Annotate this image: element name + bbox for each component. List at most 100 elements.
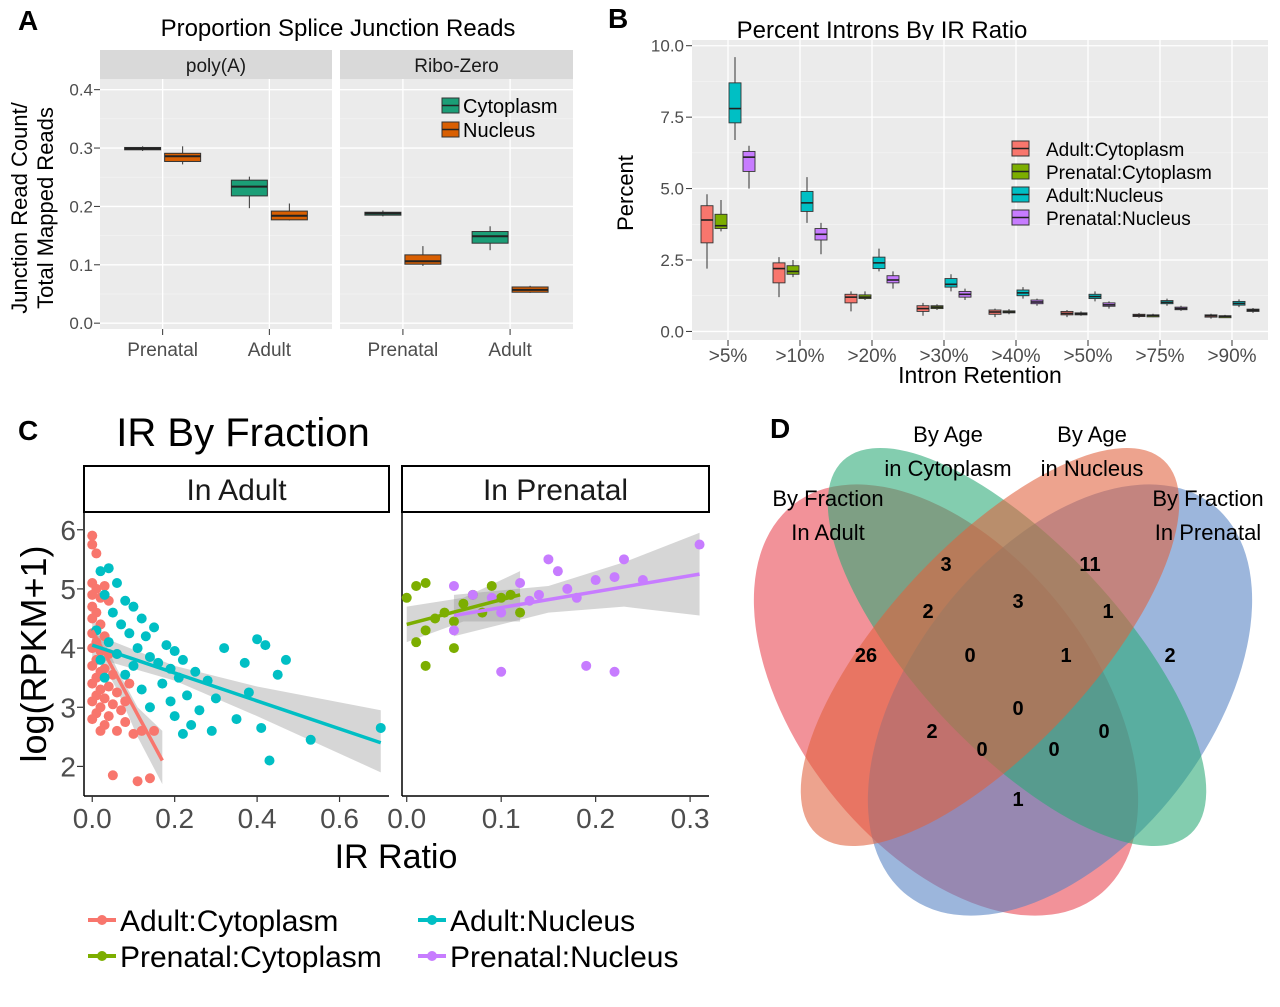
scatter-point [87,530,98,541]
scatter-point [95,725,106,736]
box [786,265,800,275]
scatter-point [144,702,155,713]
y-tick-label: 5.0 [660,180,684,199]
scatter-point [177,654,188,665]
x-tick-label: 0.6 [320,803,359,834]
scatter-point [420,660,431,671]
panel-b: Percent Introns By IR Ratio 0.0 2.5 5.0 7.5 1… [613,17,1268,388]
scatter-point [190,666,201,677]
legend-label: Prenatal:Nucleus [1046,209,1191,230]
box [230,179,268,197]
scatter-point [210,693,221,704]
venn-set [800,447,1180,847]
scatter-point [515,607,526,618]
y-tick-label: 5 [60,574,76,605]
scatter-point [694,539,705,550]
box [772,262,786,284]
scatter-point [486,580,497,591]
venn-count: 0 [1048,739,1059,761]
facet-strip [401,465,710,513]
legend-label: Prenatal:Cytoplasm [120,941,382,974]
scatter-point [107,699,118,710]
facet-label: In Adult [186,474,287,507]
y-tick-label: 3 [60,692,76,723]
scatter-point [581,660,592,671]
facet-strip [83,465,390,513]
scatter-point [177,728,188,739]
x-tick-label: Adult [248,340,292,361]
scatter-point [149,725,160,736]
scatter-point [132,643,143,654]
facet-strip [340,50,573,79]
scatter-point [87,660,98,671]
x-tick-label: >40% [991,346,1040,367]
y-tick-label: 7.5 [660,108,684,127]
scatter-point [305,734,316,745]
scatter-point [186,720,197,730]
scatter-point [169,646,180,657]
scatter-point [609,572,620,583]
facet-label: poly(A) [186,56,246,77]
chart-title: Proportion Splice Junction Reads [161,15,516,42]
scatter-point [496,607,507,618]
scatter-point [219,643,230,654]
scatter-point [111,578,122,588]
regression-line [453,572,700,618]
scatter-point [375,722,386,733]
x-axis-label: IR Ratio [335,838,458,876]
scatter-point [87,678,98,689]
scatter-point [411,637,422,648]
facet-strip [100,50,332,79]
scatter-point [194,705,205,716]
scatter-point [124,628,135,639]
x-tick-label: Adult [488,340,532,361]
box [471,231,509,244]
venn-count: 11 [1079,554,1100,576]
venn-count: 2 [926,721,937,743]
y-tick-label: 2 [60,751,76,782]
venn-count: 1 [1060,645,1071,667]
venn-set-label: In Prenatal [1155,520,1261,545]
venn-set-label: in Nucleus [1041,456,1144,481]
legend-label: Adult:Cytoplasm [1046,140,1184,161]
scatter-point [448,580,459,591]
scatter-point [157,678,168,689]
scatter-point [161,640,172,651]
confidence-band [453,532,700,637]
scatter-point [103,711,114,722]
venn-count: 1 [1102,601,1113,623]
scatter-point [120,669,131,680]
panel-letter: B [608,3,628,34]
scatter-point [165,696,176,707]
scatter-point [140,631,151,642]
scatter-point [264,755,275,766]
x-tick-label: 0.0 [387,803,426,834]
scatter-point [552,566,563,577]
scatter-point [609,666,620,677]
scatter-point [120,595,131,606]
y-tick-label: 10.0 [651,37,684,56]
x-tick-label: >5% [709,346,748,367]
scatter-point [533,589,544,600]
legend-label: Adult:Nucleus [1046,186,1163,207]
legend-key-point [427,951,437,961]
legend-label: Adult:Cytoplasm [120,905,338,938]
scatter-point [87,613,98,624]
venn-count: 2 [922,601,933,623]
venn-set-label: By Age [1057,422,1127,447]
scatter-point [420,578,431,588]
x-tick-label: >75% [1135,346,1184,367]
scatter-point [128,660,139,671]
x-tick-label: >50% [1063,346,1112,367]
scatter-point [87,696,98,707]
scatter-point [99,580,110,591]
scatter-point [107,770,118,781]
box [844,293,858,304]
x-tick-label: >30% [919,346,968,367]
scatter-point [243,687,254,698]
y-tick-label: 0.4 [69,81,93,100]
regression-line [90,629,164,762]
chart-title: IR By Fraction [116,411,369,455]
x-tick-label: 0.2 [155,803,194,834]
scatter-point [128,601,139,612]
